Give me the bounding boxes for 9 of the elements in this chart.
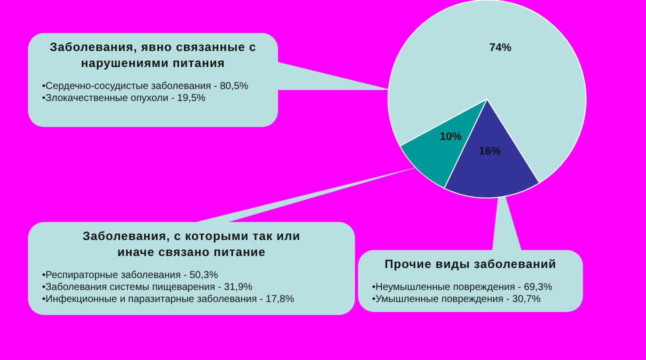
- data-label: 74%: [489, 42, 512, 54]
- text: Прочие виды заболеваний: [384, 256, 558, 272]
- text: Заболевания, явно связанные с нарушениями питания: [48, 39, 258, 71]
- text: •Сердечно-сосудистые заболевания - 80,5% •Злокачественные опухоли - 19,5%: [41, 81, 250, 105]
- data-label: 16%: [478, 145, 502, 158]
- text: •Респираторные заболевания - 50,3% •Заболевания системы пищеварения - 31,9% •Инфекционные и паразитарные заболевания - 17,8%: [41, 270, 296, 306]
- text: •Неумышленные повреждения - 69,3% •Умышленные повреждения - 30,7%: [371, 282, 554, 306]
- data-label: 10%: [440, 131, 462, 144]
- text: Заболевания, с которыми так или иначе связано питание: [82, 228, 302, 260]
